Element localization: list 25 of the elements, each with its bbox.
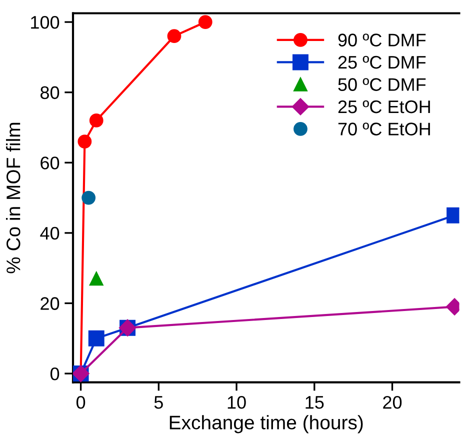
legend-label: 70 ºC EtOH: [338, 122, 430, 136]
x-tick-label: 10: [228, 396, 246, 409]
y-axis-title: % Co in MOF film: [6, 122, 20, 274]
y-tick-label: 100: [31, 16, 60, 29]
x-tick-label: 15: [306, 396, 324, 409]
y-tick-label: 0: [50, 367, 60, 380]
y-tick-label: 20: [40, 297, 60, 310]
point: [78, 134, 92, 148]
legend-label: 25 ºC EtOH: [338, 100, 430, 114]
legend-label: 50 ºC DMF: [338, 78, 426, 91]
x-tick-label: 0: [76, 396, 86, 409]
x-tick-label: 20: [383, 396, 402, 409]
point: [167, 29, 182, 44]
y-tick-label: 60: [40, 156, 60, 170]
point: [82, 190, 96, 205]
y-tick-label: 80: [40, 86, 60, 100]
x-tick-label: 5: [154, 396, 163, 409]
y-tick-label: 40: [40, 226, 60, 240]
point: [89, 114, 104, 128]
legend-label: 90 ºC DMF: [338, 34, 426, 46]
legend-label: 25 ºC DMF: [338, 56, 426, 69]
x-axis-title: Exchange time (hours): [170, 415, 363, 434]
point: [89, 272, 104, 286]
point: [198, 15, 212, 29]
point: [88, 330, 104, 346]
